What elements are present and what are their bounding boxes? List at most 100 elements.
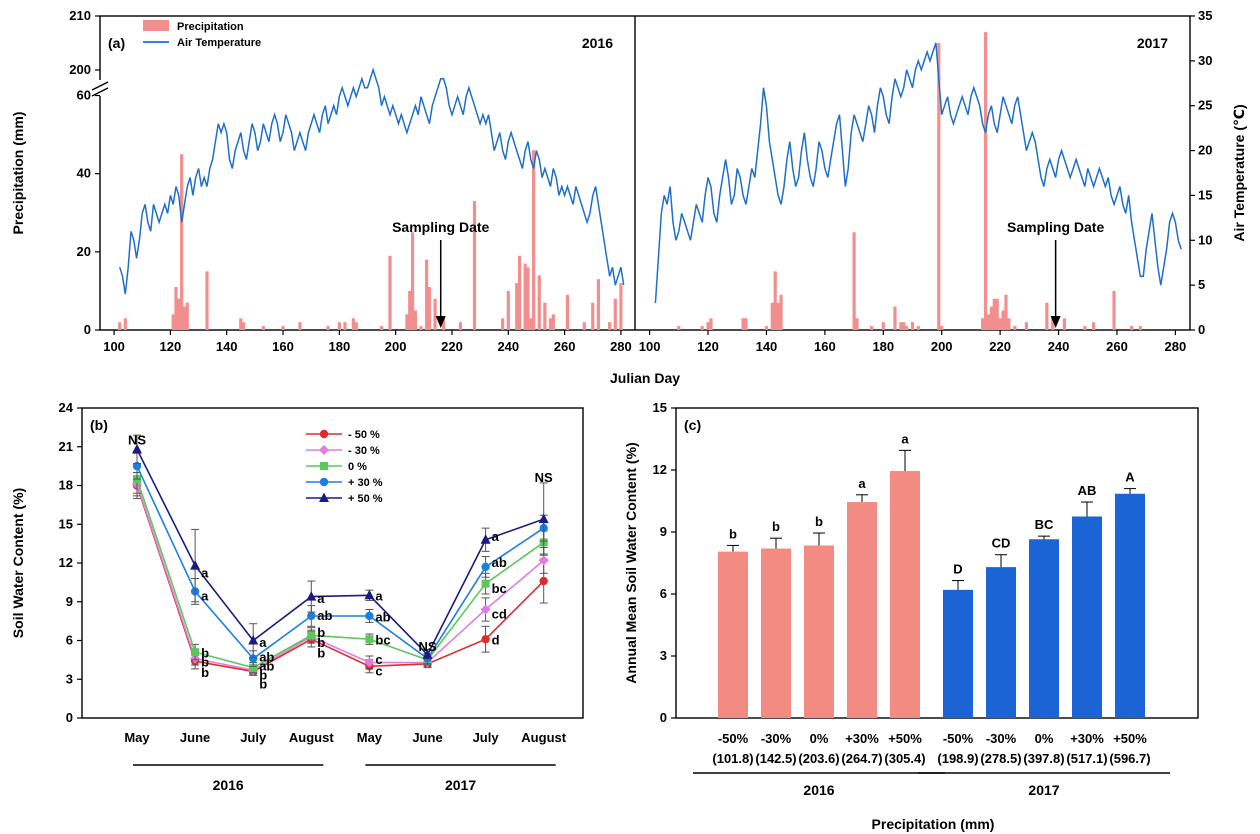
precipitation-bar	[619, 283, 623, 330]
year-label: 2017	[1137, 35, 1168, 51]
x-tick-label: May	[124, 730, 150, 745]
data-point	[249, 654, 258, 663]
precipitation-bar	[543, 302, 547, 330]
y2-tick-label: 35	[1198, 8, 1212, 23]
y-tick-label: 21	[59, 439, 73, 454]
precipitation-bar	[239, 318, 243, 330]
precipitation-bar	[776, 302, 780, 330]
significance-letter: D	[953, 562, 962, 577]
legend-label: 0 %	[348, 461, 367, 473]
data-point	[422, 649, 433, 659]
precipitation-bar	[989, 306, 993, 330]
precipitation-bar	[744, 318, 748, 330]
x-tick-label: 260	[554, 339, 576, 354]
y-tick-label: 6	[660, 586, 667, 601]
bar	[718, 551, 748, 718]
x-tick-amount: (101.8)	[712, 751, 753, 766]
bar	[890, 471, 920, 718]
x-tick-amount: (203.6)	[798, 751, 839, 766]
y2-tick-label: 20	[1198, 143, 1212, 158]
precipitation-bar	[1045, 302, 1049, 330]
precipitation-bar	[1007, 318, 1011, 330]
significance-letter: b	[259, 676, 267, 691]
year-group-label: 2016	[803, 782, 834, 798]
axis-break-mark	[91, 81, 109, 91]
precipitation-bar	[529, 318, 533, 330]
x-tick-label: +50%	[888, 731, 922, 746]
precipitation-bar	[983, 32, 988, 330]
x-tick-label: 140	[216, 339, 238, 354]
significance-letter: A	[1125, 470, 1135, 485]
x-tick-label: -30%	[761, 731, 792, 746]
legend-label: Precipitation	[177, 21, 244, 33]
panel-c: 0 3 6 9 12 15 b -50% (101.8) b -30% (142.5) b 0% (203.…	[623, 400, 1199, 832]
precipitation-bar	[441, 318, 446, 330]
legend-label: + 30 %	[348, 477, 383, 489]
precipitation-bar	[523, 263, 527, 330]
significance-letter: b	[317, 625, 325, 640]
y2-axis-title: Air Temperature (℃)	[1231, 104, 1247, 241]
significance-letter: d	[492, 633, 500, 648]
significance-letter: a	[858, 476, 866, 491]
x-tick-amount: (278.5)	[980, 751, 1021, 766]
significance-letter: bc	[492, 581, 507, 596]
x-tick-label: 180	[328, 339, 350, 354]
significance-letter: b	[201, 654, 209, 669]
precipitation-bar	[565, 294, 570, 330]
precipitation-bar	[905, 326, 909, 330]
x-tick-label: July	[240, 730, 267, 745]
precipitation-bar	[515, 283, 519, 330]
precipitation-bar	[677, 326, 681, 330]
data-point	[364, 589, 375, 600]
x-tick-label: 220	[989, 339, 1011, 354]
precipitation-bar	[413, 310, 417, 330]
panel-a: 0 20 40 60 200 210 0 5 10 15 20 25 30 35 100 120 140 160 1…	[10, 8, 1247, 386]
precipitation-bar	[343, 322, 347, 330]
axis-break-mark	[91, 87, 109, 97]
y2-tick-label: 10	[1198, 232, 1212, 247]
y-axis-title: Precipitation (mm)	[10, 112, 26, 235]
precipitation-bar	[388, 255, 392, 330]
precipitation-bar	[709, 318, 713, 330]
precipitation-bar	[700, 326, 704, 330]
legend-label: + 50 %	[348, 493, 383, 505]
y-tick-label: 0	[660, 710, 667, 725]
precipitation-bar	[992, 298, 996, 330]
precipitation-bar	[741, 318, 745, 330]
precipitation-bar	[764, 326, 769, 330]
panel-label: (b)	[90, 417, 108, 433]
data-point	[249, 663, 258, 672]
significance-letter: ab	[375, 609, 390, 624]
significance-letter: a	[375, 589, 383, 604]
significance-letter: ab	[259, 658, 274, 673]
x-tick-label: 160	[814, 339, 836, 354]
x-tick-label: 180	[872, 339, 894, 354]
precipitation-bar	[1051, 318, 1055, 330]
x-tick-label: +30%	[845, 731, 879, 746]
precipitation-bar	[995, 298, 999, 330]
x-tick-label: May	[357, 730, 383, 745]
x-tick-amount: (142.5)	[755, 751, 796, 766]
legend-swatch-precipitation	[143, 20, 169, 31]
legend-label: - 30 %	[348, 445, 380, 457]
bar	[761, 548, 791, 718]
bar	[986, 567, 1016, 718]
sampling-date-label: Sampling Date	[392, 219, 489, 235]
precipitation-bar	[425, 259, 429, 330]
plot-frame	[99, 15, 1191, 331]
data-point	[190, 560, 201, 570]
y2-tick-label: 15	[1198, 187, 1212, 202]
x-tick-label: -50%	[943, 731, 974, 746]
precipitation-bar	[608, 322, 612, 330]
x-tick-label: July	[473, 730, 500, 745]
precipitation-bar	[1001, 310, 1005, 330]
precipitation-bar	[1062, 318, 1066, 330]
significance-letter: ab	[492, 555, 507, 570]
precipitation-bar	[405, 314, 409, 330]
x-tick-label: 100	[103, 339, 125, 354]
precipitation-bar	[1112, 290, 1116, 330]
y-tick-label: 200	[69, 62, 91, 77]
precipitation-bar	[506, 290, 510, 330]
x-tick-label: 140	[756, 339, 778, 354]
precipitation-bar	[410, 232, 415, 330]
